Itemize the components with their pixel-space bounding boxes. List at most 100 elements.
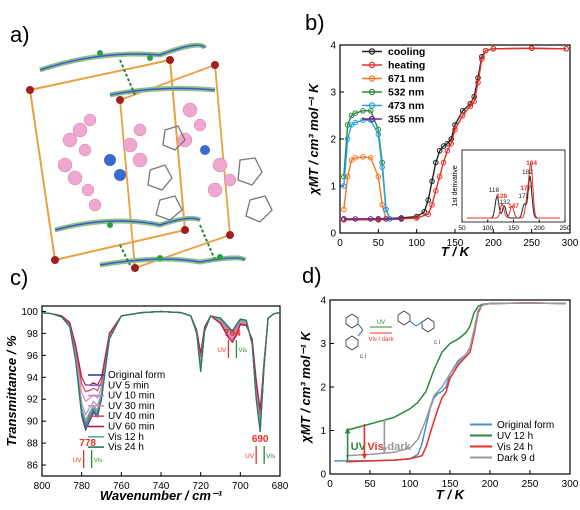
chart-b-series-4-point-4 (360, 117, 366, 123)
chart-d-uv-arrowhead (344, 428, 351, 434)
chart-d: 0 50 100 150 200 250 300 0 1 2 3 4 T / K χMT / cm³ mo… (298, 296, 579, 503)
chart-b-inset-peak-label-3: 147 (508, 203, 519, 210)
chart-b-inset-peak-label-6: 182 (522, 169, 533, 176)
chart-b-series-1-point-8 (440, 159, 447, 166)
chart-c-xtick-label-0: 800 (34, 481, 51, 492)
chart-b-series-2-point-0 (341, 206, 347, 213)
chart-b-series-3-point-5 (367, 108, 374, 114)
chart-d-frame (329, 299, 571, 475)
chart-b-legend-label-1: heating (388, 60, 425, 72)
chart-d-ytick-label-0: 0 (320, 470, 326, 481)
chart-c-ylabel: Transmittance / % (4, 335, 19, 446)
trans-n-bond-2 (357, 329, 364, 337)
chart-c-xtick-label-3: 740 (153, 481, 170, 492)
chart-b-series-3-point-3 (352, 110, 359, 116)
chart-b-xtick-label-1: 50 (373, 238, 385, 249)
chart-b-ylabel: χMT / cm³ mol⁻¹ K (306, 82, 321, 197)
chart-c-ytick-label-2: 90 (27, 417, 39, 428)
chart-c-vis-label-0: Vis (94, 457, 104, 464)
chart-b-series-3-point-2 (348, 112, 355, 119)
chart-b-series-0-point-5 (425, 197, 431, 203)
chart-c-series-line-7 (41, 310, 281, 432)
chart-b-series-line-1 (343, 47, 567, 221)
cis-n-bond-2 (415, 321, 423, 327)
chart-c-legend-label-2: UV 10 min (108, 391, 155, 402)
panel-label-c: c) (10, 265, 28, 290)
chart-b-series-5-point-3 (383, 216, 389, 222)
chart-b-inset-derivative-red (467, 163, 560, 219)
chart-b-series-4-point-0 (341, 183, 347, 189)
chart-b-legend-marker-5 (368, 115, 376, 123)
chart-c-xlabel: Wavenumber / cm⁻¹ (100, 488, 223, 503)
chart-c-series-line-4 (41, 310, 281, 415)
chart-b-series-4-point-5 (367, 117, 374, 123)
chart-b-inset-xtick-label-0: 50 (458, 225, 466, 232)
chart-d-series-line-1 (345, 302, 567, 432)
chart-b-series-5-point-2 (367, 216, 374, 222)
chart-c-ytick-label-6: 98 (27, 329, 39, 340)
chart-b-inset-xtick-label-4: 250 (560, 225, 571, 232)
chart-d-vis-arrow-label: Vis (367, 441, 383, 453)
chart-b-series-1-point-18 (490, 45, 497, 52)
trans-ring-2 (345, 335, 359, 351)
chart-b-xtick-label-6: 300 (562, 238, 579, 249)
chart-d-legend-label-1: UV 12 h (497, 431, 533, 442)
chart-b-series-3-point-1 (344, 122, 351, 128)
chart-b-xtick-label-3: 150 (447, 238, 464, 249)
chart-c-legend-label-0: Original form (108, 370, 165, 381)
chart-c-peak-annotation-2: 690 (252, 434, 269, 445)
chart-c-legend-label-4: UV 40 min (108, 411, 155, 422)
chart-c-series-line-3 (41, 310, 281, 420)
trans-ring-1 (345, 313, 359, 329)
chart-b-inset-ylabel: 1st derivative (452, 165, 459, 206)
chart-b-series-1-point-6 (433, 187, 439, 194)
chart-b-xtick-label-4: 200 (485, 238, 502, 249)
chart-b-series-1-point-12 (459, 112, 466, 119)
chart-b-legend-label-4: 473 nm (388, 100, 424, 112)
chart-d-ytick-label-1: 1 (320, 426, 326, 437)
chart-b-series-4-point-2 (348, 122, 355, 128)
chart-b-legend-marker-1 (368, 61, 376, 69)
chart-b-series-0-point-4 (421, 209, 428, 215)
panel-label-d: d) (302, 263, 322, 288)
chart-c-uv-label-2: UV (245, 453, 255, 460)
chart-d-xtick-label-4: 200 (482, 479, 499, 490)
cis-ring-2 (421, 317, 435, 333)
panel-label-a: a) (10, 22, 30, 47)
chart-b-series-1-point-14 (471, 98, 477, 105)
chart-b-series-1-point-4 (425, 211, 431, 217)
chart-b-legend-label-3: 532 nm (388, 87, 424, 99)
chart-b-series-1-point-16 (479, 56, 485, 62)
chart-b-xlabel: T / K (441, 244, 471, 259)
chart-c-ytick-label-5: 96 (27, 351, 39, 362)
chart-c-legend-label-3: UV 30 min (108, 401, 155, 412)
chart-b-series-0-point-10 (444, 140, 451, 147)
chart-b-series-5-point-1 (352, 216, 359, 222)
chart-b-legend-marker-2 (368, 75, 376, 82)
chart-c-legend-label-7: Vis 24 h (108, 442, 144, 453)
chart-b-legend-label-5: 355 nm (388, 114, 424, 126)
chart-d-xlabel: T / K (436, 487, 466, 502)
chart-c-xtick-label-1: 780 (73, 481, 90, 492)
chart-b-inset-xtick-label-1: 100 (482, 225, 493, 232)
crystal-structure-image (26, 42, 273, 272)
chart-b-inset-peak-label-2: 132 (499, 199, 510, 206)
chart-c-ytick-label-3: 92 (27, 395, 39, 406)
chart-b-legend-marker-4 (368, 102, 376, 109)
chart-b-series-1-point-5 (429, 202, 435, 208)
chart-b-series-2-point-5 (367, 155, 374, 161)
chart-b-legend-label-2: 671 nm (388, 73, 424, 85)
chart-b-series-4-point-7 (379, 164, 385, 170)
chart-d-xtick-label-3: 150 (442, 479, 459, 490)
chart-c-ytick-label-4: 94 (27, 373, 39, 384)
chart-b-series-1-point-1 (375, 217, 382, 223)
chart-c-ytick-label-7: 100 (21, 307, 38, 318)
chart-d-xtick-label-5: 250 (522, 479, 539, 490)
trans-n-bond-1 (357, 323, 364, 331)
chart-b-series-1-point-20 (563, 45, 569, 52)
chart-b-xtick-label-2: 100 (408, 238, 425, 249)
chart-c-ytick-label-0: 86 (27, 461, 39, 472)
chart-b-series-1-point-19 (528, 45, 535, 52)
trans-azobenzene-structure (345, 313, 364, 351)
